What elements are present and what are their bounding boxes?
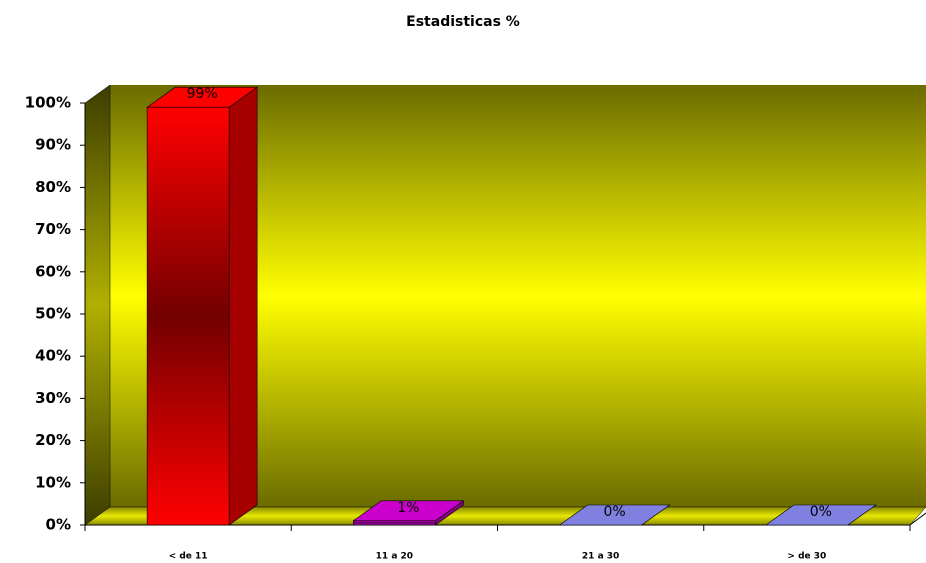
value-label: 99% [187,86,218,102]
y-tick-label: 80% [35,178,71,196]
y-tick-label: 60% [35,262,71,280]
y-tick-label: 40% [35,347,71,365]
y-tick-label: 100% [25,94,71,112]
y-tick-label: 50% [35,305,71,323]
y-tick-label: 70% [35,220,71,238]
bar-side-shade [435,500,464,525]
value-label: 1% [397,500,419,516]
bar-shade [353,520,436,525]
bar-top [558,504,671,526]
y-tick-label: 20% [35,431,71,449]
bar-top [764,504,877,526]
y-tick-label: 0% [46,516,71,534]
bar-shade [147,107,230,525]
x-axis-end [909,512,926,526]
value-label: 0% [810,504,832,520]
bar-side-shade [229,87,258,525]
x-tick-label: < de 11 [169,552,208,562]
value-label: 0% [604,504,626,520]
x-tick-label: 11 a 20 [376,552,413,562]
x-tick-label: 21 a 30 [582,552,619,562]
y-tick-label: 90% [35,136,71,154]
y-tick-label: 30% [35,389,71,407]
chart-title: Estadisticas % [406,14,520,30]
y-tick-label: 10% [35,473,71,491]
x-tick-label: > de 30 [787,552,826,562]
side-wall [84,84,111,526]
